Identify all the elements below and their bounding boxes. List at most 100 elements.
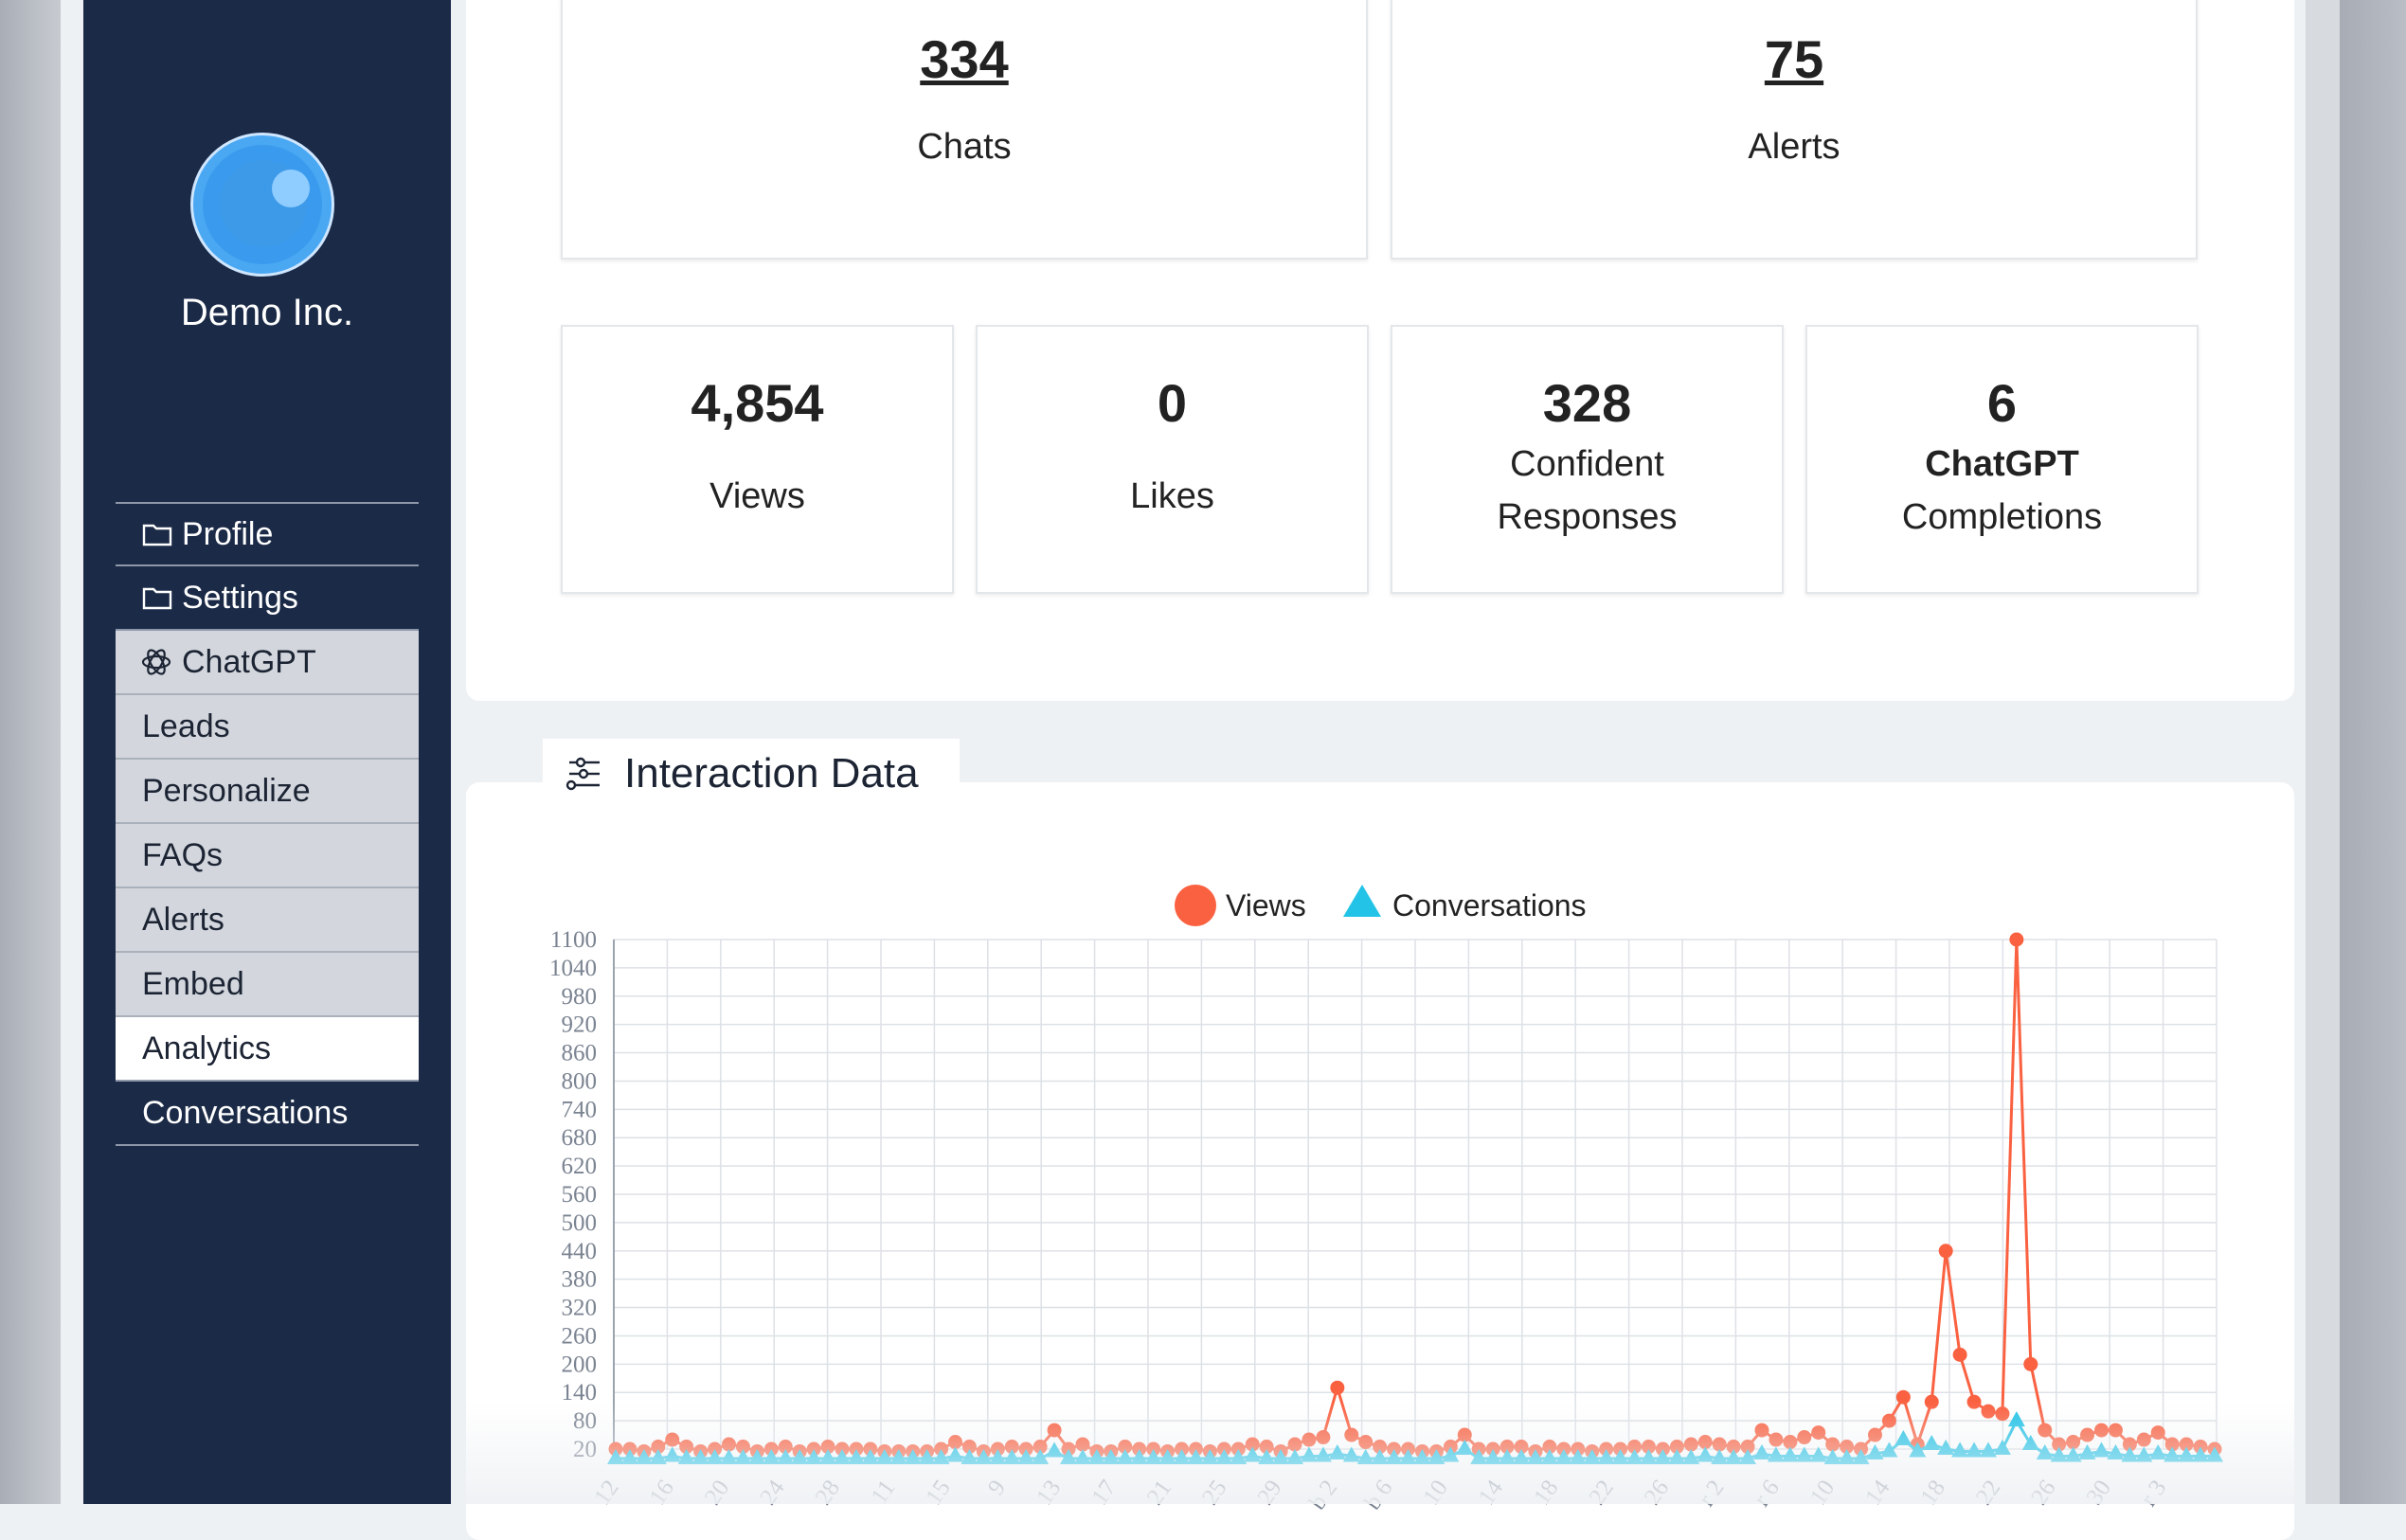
- sidebar-item-settings[interactable]: Settings: [116, 566, 419, 631]
- y-tick-label: 560: [562, 1182, 598, 1208]
- data-point-conversations: [1725, 1448, 1743, 1464]
- views-label: Views: [709, 476, 805, 516]
- sidebar-item-leads[interactable]: Leads: [116, 695, 419, 760]
- y-tick-label: 380: [562, 1267, 598, 1293]
- sidebar-item-label: Personalize: [142, 773, 311, 809]
- confident-responses-card: 328 Confident Responses: [1391, 325, 1784, 594]
- x-tick-label: 18: [1529, 1476, 1563, 1510]
- data-point-views: [1302, 1432, 1317, 1447]
- data-point-conversations: [1625, 1448, 1643, 1464]
- chats-card[interactable]: 334 Chats: [561, 0, 1368, 260]
- data-point-views: [2023, 1356, 2038, 1371]
- y-tick-label: 260: [562, 1323, 598, 1349]
- sidebar-item-label: ChatGPT: [182, 644, 316, 680]
- data-point-views: [2136, 1432, 2151, 1447]
- legend-conversations-label: Conversations: [1392, 888, 1587, 922]
- interaction-chart[interactable]: 2080140200260320380440500560620680740800…: [466, 852, 2294, 1515]
- legend-conversations-marker: [1343, 885, 1381, 917]
- data-point-conversations: [777, 1448, 795, 1464]
- x-tick-label: r 2: [1694, 1476, 1730, 1512]
- x-tick-label: 21: [1142, 1476, 1176, 1510]
- x-tick-label: r 3: [2136, 1476, 2172, 1512]
- sidebar-item-label: FAQs: [142, 837, 224, 873]
- sidebar-item-label: Embed: [142, 966, 244, 1002]
- data-point-conversations: [1540, 1448, 1558, 1464]
- openai-icon: [141, 649, 171, 675]
- chats-count[interactable]: 334: [920, 29, 1009, 89]
- data-point-views: [2108, 1423, 2123, 1438]
- data-point-views: [1754, 1423, 1769, 1438]
- likes-count: 0: [1157, 373, 1188, 433]
- y-tick-label: 860: [562, 1041, 598, 1066]
- sidebar-item-label: Analytics: [142, 1030, 272, 1066]
- x-tick-label: b 6: [1360, 1476, 1398, 1514]
- data-point-conversations: [2007, 1411, 2025, 1427]
- sidebar: Demo Inc. Profile Settings ChatGPT Leads…: [83, 0, 451, 1504]
- y-tick-label: 20: [573, 1437, 597, 1462]
- sidebar-item-chatgpt[interactable]: ChatGPT: [116, 631, 419, 695]
- alerts-card[interactable]: 75 Alerts: [1391, 0, 2198, 260]
- confident-label-line2: Responses: [1497, 497, 1678, 537]
- x-tick-label: 13: [1032, 1476, 1066, 1510]
- sidebar-item-conversations[interactable]: Conversations: [116, 1082, 419, 1146]
- x-tick-label: 12: [589, 1476, 623, 1510]
- data-point-conversations: [1640, 1448, 1658, 1464]
- data-point-conversations: [1328, 1443, 1346, 1459]
- sidebar-item-analytics[interactable]: Analytics: [116, 1017, 419, 1082]
- data-point-conversations: [1752, 1443, 1770, 1459]
- chatgpt-count: 6: [1986, 373, 2018, 433]
- data-point-conversations: [1499, 1448, 1517, 1464]
- data-point-views: [1895, 1389, 1911, 1405]
- x-tick-label: 24: [755, 1476, 790, 1510]
- likes-card: 0 Likes: [976, 325, 1369, 594]
- x-tick-label: 26: [1640, 1476, 1674, 1510]
- data-point-views: [1938, 1244, 1953, 1259]
- y-tick-label: 80: [573, 1408, 597, 1434]
- y-tick-label: 500: [562, 1210, 598, 1236]
- x-tick-label: 15: [921, 1476, 955, 1510]
- y-tick-label: 200: [562, 1352, 598, 1377]
- alerts-count[interactable]: 75: [1764, 29, 1824, 89]
- sidebar-item-personalize[interactable]: Personalize: [116, 760, 419, 824]
- data-point-conversations: [819, 1448, 837, 1464]
- data-point-views: [665, 1432, 680, 1447]
- data-point-views: [2093, 1423, 2109, 1438]
- data-point-conversations: [720, 1448, 738, 1464]
- y-tick-label: 800: [562, 1068, 598, 1094]
- data-point-conversations: [2021, 1435, 2039, 1451]
- sidebar-item-label: Profile: [182, 516, 274, 552]
- y-tick-label: 980: [562, 984, 598, 1010]
- y-tick-label: 680: [562, 1125, 598, 1151]
- data-point-views: [1995, 1406, 2010, 1422]
- legend-views-label: Views: [1226, 888, 1306, 922]
- data-point-views: [1047, 1423, 1062, 1438]
- company-logo: [190, 133, 334, 277]
- legend-views-marker: [1175, 885, 1216, 926]
- x-tick-label: 29: [1252, 1476, 1286, 1510]
- sidebar-item-profile[interactable]: Profile: [116, 502, 419, 566]
- confident-count: 328: [1542, 373, 1632, 433]
- x-tick-label: 26: [2026, 1476, 2060, 1510]
- data-point-views: [2150, 1425, 2165, 1441]
- chatgpt-label-line2: Completions: [1901, 497, 2103, 537]
- sidebar-item-label: Settings: [182, 580, 298, 616]
- sidebar-item-embed[interactable]: Embed: [116, 953, 419, 1017]
- folder-icon: [142, 587, 172, 610]
- sliders-icon: [566, 757, 600, 791]
- chatgpt-completions-card: 6 ChatGPT Completions: [1805, 325, 2199, 594]
- y-tick-label: 740: [562, 1097, 598, 1122]
- window-edge-right: [2306, 0, 2406, 1504]
- x-tick-label: 9: [983, 1476, 1011, 1500]
- sidebar-item-alerts[interactable]: Alerts: [116, 888, 419, 953]
- y-tick-label: 620: [562, 1154, 598, 1179]
- x-tick-label: 25: [1197, 1476, 1231, 1510]
- x-tick-label: 16: [645, 1476, 679, 1510]
- interaction-header: Interaction Data: [543, 739, 960, 809]
- data-point-conversations: [734, 1448, 752, 1464]
- sidebar-item-faqs[interactable]: FAQs: [116, 824, 419, 888]
- likes-label: Likes: [1130, 476, 1214, 516]
- chatgpt-label-line1: ChatGPT: [1925, 444, 2079, 484]
- data-point-views: [1316, 1430, 1331, 1445]
- data-point-views: [1981, 1404, 1996, 1419]
- y-tick-label: 320: [562, 1296, 598, 1321]
